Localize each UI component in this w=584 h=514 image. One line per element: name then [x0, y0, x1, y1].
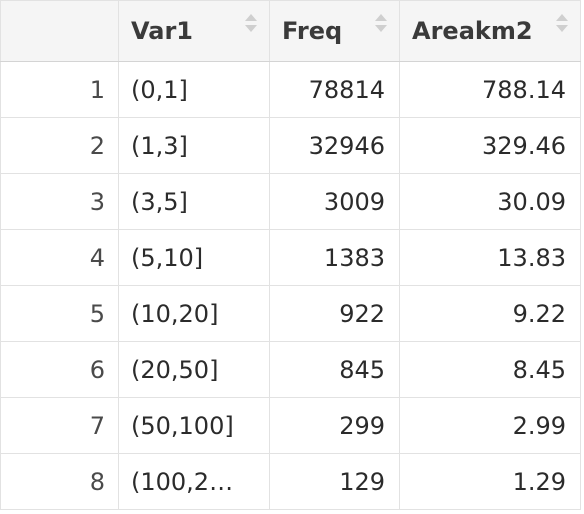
cell-var1[interactable]: (1,3]: [119, 118, 270, 174]
table-row[interactable]: 7 (50,100] 299 2.99: [1, 398, 581, 454]
table-row[interactable]: 2 (1,3] 32946 329.46: [1, 118, 581, 174]
table-row[interactable]: 4 (5,10] 1383 13.83: [1, 230, 581, 286]
cell-areakm2[interactable]: 329.46: [400, 118, 581, 174]
column-header-label: Var1: [131, 17, 193, 45]
row-number: 3: [1, 174, 119, 230]
cell-areakm2[interactable]: 1.29: [400, 454, 581, 510]
cell-areakm2[interactable]: 13.83: [400, 230, 581, 286]
cell-var1[interactable]: (100,2…: [119, 454, 270, 510]
cell-freq[interactable]: 299: [270, 398, 400, 454]
table-row[interactable]: 8 (100,2… 129 1.29: [1, 454, 581, 510]
row-number: 8: [1, 454, 119, 510]
row-number: 6: [1, 342, 119, 398]
table-header: Var1 Freq Areakm2: [1, 1, 581, 62]
cell-var1[interactable]: (0,1]: [119, 62, 270, 118]
cell-areakm2[interactable]: 9.22: [400, 286, 581, 342]
cell-freq[interactable]: 845: [270, 342, 400, 398]
sort-icon[interactable]: [375, 14, 387, 38]
row-number: 4: [1, 230, 119, 286]
cell-freq[interactable]: 3009: [270, 174, 400, 230]
row-number: 2: [1, 118, 119, 174]
cell-var1[interactable]: (50,100]: [119, 398, 270, 454]
cell-freq[interactable]: 129: [270, 454, 400, 510]
rownum-header: [1, 1, 119, 62]
cell-var1[interactable]: (5,10]: [119, 230, 270, 286]
table-body: 1 (0,1] 78814 788.14 2 (1,3] 32946 329.4…: [1, 62, 581, 510]
column-header-areakm2[interactable]: Areakm2: [400, 1, 581, 62]
cell-areakm2[interactable]: 2.99: [400, 398, 581, 454]
cell-areakm2[interactable]: 788.14: [400, 62, 581, 118]
table-row[interactable]: 1 (0,1] 78814 788.14: [1, 62, 581, 118]
row-number: 7: [1, 398, 119, 454]
table-row[interactable]: 3 (3,5] 3009 30.09: [1, 174, 581, 230]
cell-areakm2[interactable]: 30.09: [400, 174, 581, 230]
cell-freq[interactable]: 1383: [270, 230, 400, 286]
column-header-label: Freq: [282, 17, 342, 45]
cell-var1[interactable]: (20,50]: [119, 342, 270, 398]
cell-freq[interactable]: 78814: [270, 62, 400, 118]
sort-icon[interactable]: [245, 14, 257, 38]
column-header-label: Areakm2: [412, 17, 533, 45]
sort-icon[interactable]: [556, 14, 568, 38]
table-row[interactable]: 5 (10,20] 922 9.22: [1, 286, 581, 342]
column-header-freq[interactable]: Freq: [270, 1, 400, 62]
cell-areakm2[interactable]: 8.45: [400, 342, 581, 398]
cell-var1[interactable]: (3,5]: [119, 174, 270, 230]
row-number: 5: [1, 286, 119, 342]
cell-var1[interactable]: (10,20]: [119, 286, 270, 342]
column-header-var1[interactable]: Var1: [119, 1, 270, 62]
cell-freq[interactable]: 922: [270, 286, 400, 342]
table-row[interactable]: 6 (20,50] 845 8.45: [1, 342, 581, 398]
row-number: 1: [1, 62, 119, 118]
cell-freq[interactable]: 32946: [270, 118, 400, 174]
